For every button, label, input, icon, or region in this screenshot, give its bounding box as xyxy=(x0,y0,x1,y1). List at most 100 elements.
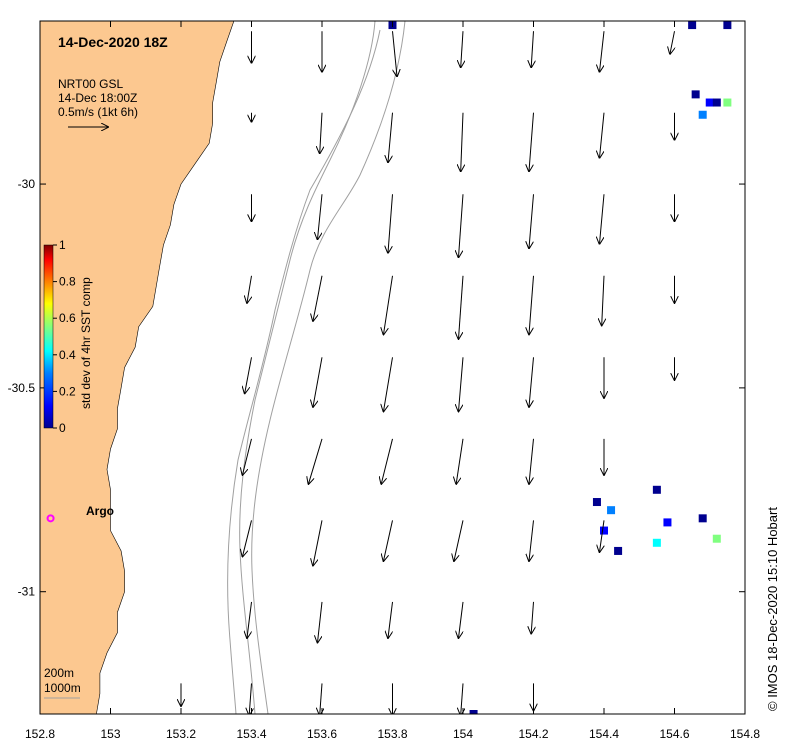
isobath-1000m xyxy=(251,21,406,714)
map-title: 14-Dec-2020 18Z xyxy=(58,34,168,50)
sst-cell xyxy=(712,98,721,107)
current-vector-arrow xyxy=(600,112,605,158)
argo-marker-icon xyxy=(46,514,55,523)
sst-layer xyxy=(388,21,732,714)
current-vector-arrow xyxy=(600,520,605,552)
current-vector-arrow xyxy=(454,520,464,561)
current-vector-arrow xyxy=(529,275,534,335)
current-vector-arrow xyxy=(461,31,463,67)
current-vector-arrow xyxy=(318,601,323,643)
x-tick-label: 154.6 xyxy=(659,727,689,741)
current-vector-arrow xyxy=(602,275,604,326)
sst-cell xyxy=(691,90,700,99)
current-vector-arrow xyxy=(459,194,464,257)
isobath-200m-label: 200m xyxy=(44,666,74,680)
isobath-1000m-label: 1000m xyxy=(44,681,81,695)
sst-cell xyxy=(663,518,672,527)
product-scale: 0.5m/s (1kt 6h) xyxy=(58,105,138,119)
sst-cell xyxy=(469,710,478,714)
current-vector-arrow xyxy=(249,683,251,714)
current-vector-arrow xyxy=(318,194,323,239)
sst-cell xyxy=(705,98,714,107)
credit-text: © IMOS 18-Dec-2020 15:10 Hobart xyxy=(765,507,780,711)
current-vector-arrow xyxy=(384,275,393,335)
current-vector-arrow xyxy=(384,357,393,411)
argo-float: Argo xyxy=(46,504,114,523)
sst-cell xyxy=(712,534,721,543)
current-vector-arrow xyxy=(459,357,464,411)
sst-cell xyxy=(614,546,623,555)
colorbar-tick-label: 0.2 xyxy=(59,384,76,398)
current-vector-arrow xyxy=(313,275,323,321)
product-name: NRT00 GSL xyxy=(58,77,123,91)
current-vector-arrow xyxy=(313,520,323,565)
current-vector-arrow xyxy=(309,438,323,484)
y-tick-label: -31 xyxy=(18,585,36,599)
colorbar-label: std dev of 4hr SST comp xyxy=(79,277,93,409)
x-tick-label: 154.2 xyxy=(518,727,548,741)
colorbar-tick-label: 1 xyxy=(59,238,66,252)
product-legend: NRT00 GSL 14-Dec 18:00Z 0.5m/s (1kt 6h) xyxy=(58,77,138,127)
current-vectors xyxy=(181,31,675,714)
sst-cell xyxy=(723,21,732,30)
x-tick-label: 154 xyxy=(453,727,473,741)
current-vector-arrow xyxy=(392,31,398,76)
current-vector-arrow xyxy=(461,683,463,714)
land-mass xyxy=(40,21,235,714)
current-vector-arrow xyxy=(247,601,252,638)
current-vector-arrow xyxy=(529,520,534,561)
current-vector-arrow xyxy=(313,357,323,406)
current-vector-arrow xyxy=(459,275,464,339)
current-vector-arrow xyxy=(243,520,252,556)
sst-cell xyxy=(600,526,608,535)
isobath-200m xyxy=(239,21,376,714)
x-tick-label: 153.8 xyxy=(377,727,407,741)
isobath-legend: 200m 1000m xyxy=(44,666,81,699)
current-vector-arrow xyxy=(388,112,393,162)
isobath-shelf xyxy=(227,29,381,714)
x-tick-label: 153.6 xyxy=(307,727,337,741)
x-tick-label: 154.8 xyxy=(730,727,760,741)
current-vector-arrow xyxy=(600,194,605,243)
current-vector-arrow xyxy=(670,31,675,54)
isobath-lines xyxy=(227,21,406,714)
y-axis: -30 -30.5 -31 xyxy=(8,177,745,599)
x-tick-label: 153.4 xyxy=(236,727,266,741)
argo-label: Argo xyxy=(86,504,114,518)
colorbar-tick-label: 0.6 xyxy=(59,311,76,325)
x-tick-label: 154.4 xyxy=(589,727,619,741)
x-tick-label: 153.2 xyxy=(166,727,196,741)
current-vector-arrow xyxy=(459,601,464,638)
current-vector-arrow xyxy=(381,438,393,484)
sst-cell xyxy=(652,538,661,547)
current-vector-arrow xyxy=(461,112,463,171)
current-vector-arrow xyxy=(384,520,393,561)
current-vector-arrow xyxy=(529,194,534,248)
sst-cell xyxy=(688,21,697,30)
x-tick-label: 153 xyxy=(100,727,120,741)
current-vector-arrow xyxy=(600,31,605,72)
current-vector-arrow xyxy=(320,683,322,714)
x-axis: 152.8 153 153.2 153.4 153.6 153.8 154 154.2 154.… xyxy=(25,21,760,741)
sst-cell xyxy=(607,506,616,515)
current-vector-arrow xyxy=(245,357,252,393)
current-vector-arrow xyxy=(320,112,322,153)
current-vector-arrow xyxy=(388,601,393,638)
current-vector-arrow xyxy=(529,357,534,406)
y-tick-label: -30 xyxy=(18,177,36,191)
colorbar-ticks: 1 0.8 0.6 0.4 0.2 0 xyxy=(53,238,76,435)
current-vector-arrow xyxy=(388,194,393,252)
colorbar-tick-label: 0.8 xyxy=(59,275,76,289)
current-vector-arrow xyxy=(529,438,534,484)
colorbar: 1 0.8 0.6 0.4 0.2 0 std dev of 4hr SST comp xyxy=(43,238,93,435)
sst-cell xyxy=(723,98,732,107)
current-vector-arrow xyxy=(243,438,252,475)
sst-cell xyxy=(698,514,707,523)
y-tick-label: -30.5 xyxy=(8,381,36,395)
current-vector-arrow xyxy=(456,438,464,484)
x-tick-label: 152.8 xyxy=(25,727,55,741)
current-vector-arrow xyxy=(531,31,533,67)
sst-cell xyxy=(652,485,661,494)
current-vector-arrow xyxy=(531,601,533,634)
